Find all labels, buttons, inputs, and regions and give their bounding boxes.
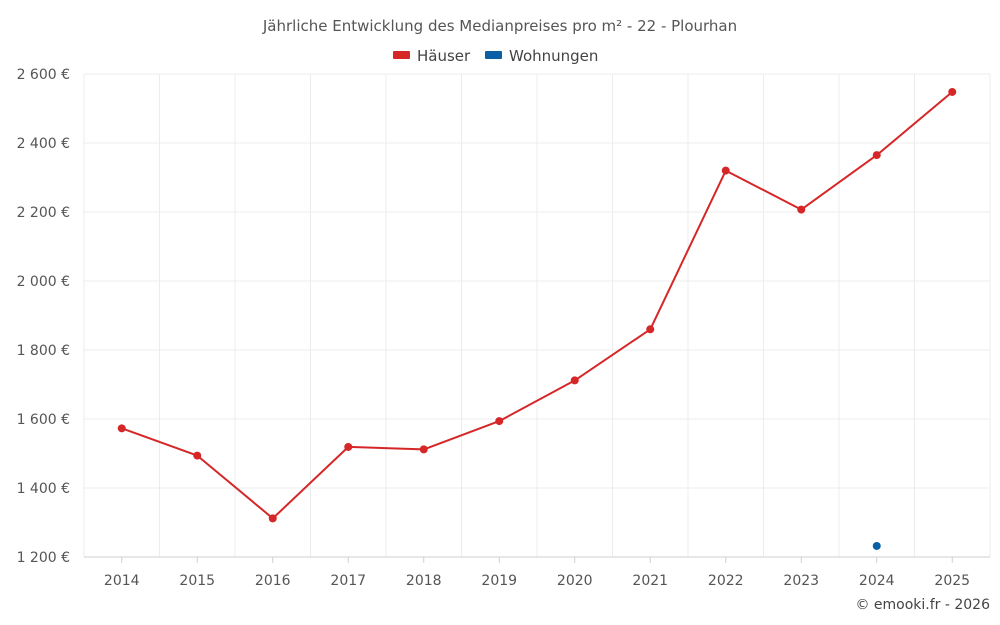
y-tick-label: 1 400 € [17, 481, 70, 497]
y-tick-label: 1 600 € [17, 412, 70, 428]
data-point-haeuser[interactable] [268, 514, 277, 523]
axes: 1 200 € 1 400 € 1 600 € 1 800 € 2 000 € 2 200… [17, 67, 990, 589]
data-point-haeuser[interactable] [721, 166, 730, 175]
series-line-haeuser [121, 91, 953, 520]
legend-item-wohnungen[interactable]: Wohnungen [485, 47, 598, 65]
data-point-haeuser[interactable] [646, 325, 655, 334]
y-tick-label: 2 600 € [17, 67, 70, 83]
x-tick-label: 2014 [104, 573, 140, 589]
data-point-haeuser[interactable] [344, 442, 353, 451]
x-tick-label: 2024 [859, 573, 895, 589]
x-tick-label: 2020 [557, 573, 593, 589]
y-tick-label: 2 000 € [17, 274, 70, 290]
data-point-wohnungen[interactable] [872, 541, 881, 550]
x-tick-label: 2023 [783, 573, 819, 589]
x-tick-label: 2019 [481, 573, 517, 589]
x-tick-label: 2015 [179, 573, 215, 589]
x-tick-label: 2018 [406, 573, 442, 589]
legend: Häuser Wohnungen [393, 47, 598, 65]
data-point-haeuser[interactable] [570, 376, 579, 385]
chart-title: Jährliche Entwicklung des Medianpreises … [262, 17, 737, 35]
x-tick-label: 2021 [632, 573, 668, 589]
y-tick-label: 1 800 € [17, 343, 70, 359]
data-point-haeuser[interactable] [872, 151, 881, 160]
series [117, 87, 957, 550]
y-tick-label: 2 400 € [17, 136, 70, 152]
data-point-haeuser[interactable] [117, 424, 126, 433]
data-point-haeuser[interactable] [797, 205, 806, 214]
data-point-haeuser[interactable] [419, 445, 428, 454]
legend-swatch-haeuser [393, 51, 410, 59]
x-tick-label: 2022 [708, 573, 744, 589]
x-tick-label: 2016 [255, 573, 291, 589]
y-tick-label: 1 200 € [17, 550, 70, 566]
x-tick-label: 2025 [934, 573, 970, 589]
legend-swatch-wohnungen [485, 51, 502, 59]
credit-text: © emooki.fr - 2026 [855, 597, 990, 613]
legend-label-haeuser: Häuser [417, 47, 471, 65]
grid [83, 73, 991, 558]
y-tick-label: 2 200 € [17, 205, 70, 221]
data-point-haeuser[interactable] [948, 87, 957, 96]
legend-item-haeuser[interactable]: Häuser [393, 47, 471, 65]
data-point-haeuser[interactable] [193, 451, 202, 460]
data-point-haeuser[interactable] [495, 417, 504, 426]
legend-label-wohnungen: Wohnungen [509, 47, 598, 65]
x-tick-label: 2017 [330, 573, 366, 589]
